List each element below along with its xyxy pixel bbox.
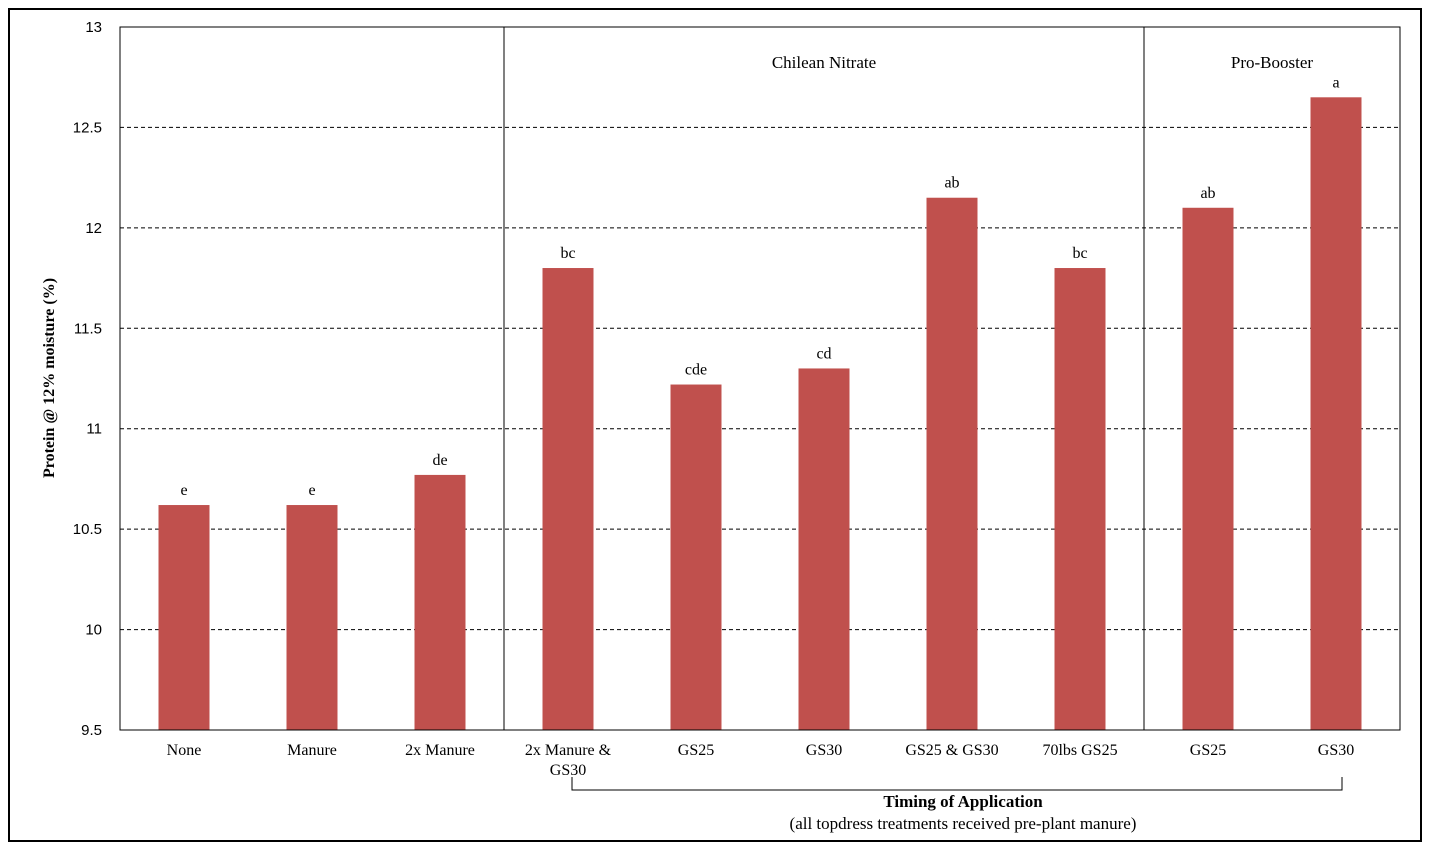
- significance-letter: bc: [1072, 245, 1087, 262]
- x-tick-label: 2x Manure: [405, 742, 475, 759]
- bar: [1310, 97, 1362, 731]
- bars: [158, 97, 1362, 731]
- significance-letter: ab: [1200, 185, 1215, 202]
- y-tick-label: 13: [85, 19, 102, 36]
- bar: [158, 505, 210, 730]
- bar: [542, 268, 594, 730]
- bar: [286, 505, 338, 730]
- x-tick-label: GS30: [550, 762, 586, 779]
- significance-letter: cde: [685, 362, 707, 379]
- significance-letter: a: [1332, 74, 1339, 91]
- bar: [926, 197, 978, 730]
- y-axis-title: Protein @ 12% moisture (%): [41, 278, 58, 478]
- timing-bracket-subtitle: (all topdress treatments received pre-pl…: [790, 814, 1137, 833]
- significance-letter: de: [432, 452, 447, 469]
- bar: [1054, 268, 1106, 730]
- group-label: Pro-Booster: [1231, 53, 1314, 72]
- y-tick-label: 12: [85, 220, 102, 237]
- significance-letter: e: [308, 482, 315, 499]
- x-tick-label: GS25: [1190, 742, 1226, 759]
- y-tick-label: 10: [85, 622, 102, 639]
- x-tick-label: GS30: [806, 742, 842, 759]
- significance-letter: cd: [816, 345, 831, 362]
- x-tick-label: None: [167, 742, 202, 759]
- group-label: Chilean Nitrate: [772, 53, 876, 72]
- y-tick-label: 10.5: [73, 521, 102, 538]
- y-tick-label: 12.5: [73, 119, 102, 136]
- y-tick-label: 9.5: [81, 722, 102, 739]
- x-tick-label: GS25: [678, 742, 714, 759]
- y-tick-label: 11: [86, 421, 102, 438]
- bar: [798, 368, 850, 730]
- bar: [414, 474, 466, 730]
- significance-letter: bc: [560, 245, 575, 262]
- y-tick-label: 11.5: [74, 320, 102, 337]
- labels: 9.5 10 10.5 11 11.5 12 12.5 13 e None e Manure de 2x …: [73, 19, 1354, 779]
- significance-letter: e: [180, 482, 187, 499]
- significance-letter: ab: [944, 175, 959, 192]
- axes: [119, 26, 1401, 791]
- x-tick-label: GS30: [1318, 742, 1354, 759]
- plot-area: [119, 26, 1401, 731]
- bar: [1182, 207, 1234, 730]
- x-tick-label: 2x Manure &: [525, 742, 612, 759]
- x-tick-label: GS25 & GS30: [905, 742, 998, 759]
- timing-bracket-title: Timing of Application: [883, 792, 1043, 811]
- x-tick-label: Manure: [287, 742, 337, 759]
- x-tick-label: 70lbs GS25: [1042, 742, 1117, 759]
- bar: [670, 384, 722, 730]
- timing-bracket: [571, 777, 1343, 791]
